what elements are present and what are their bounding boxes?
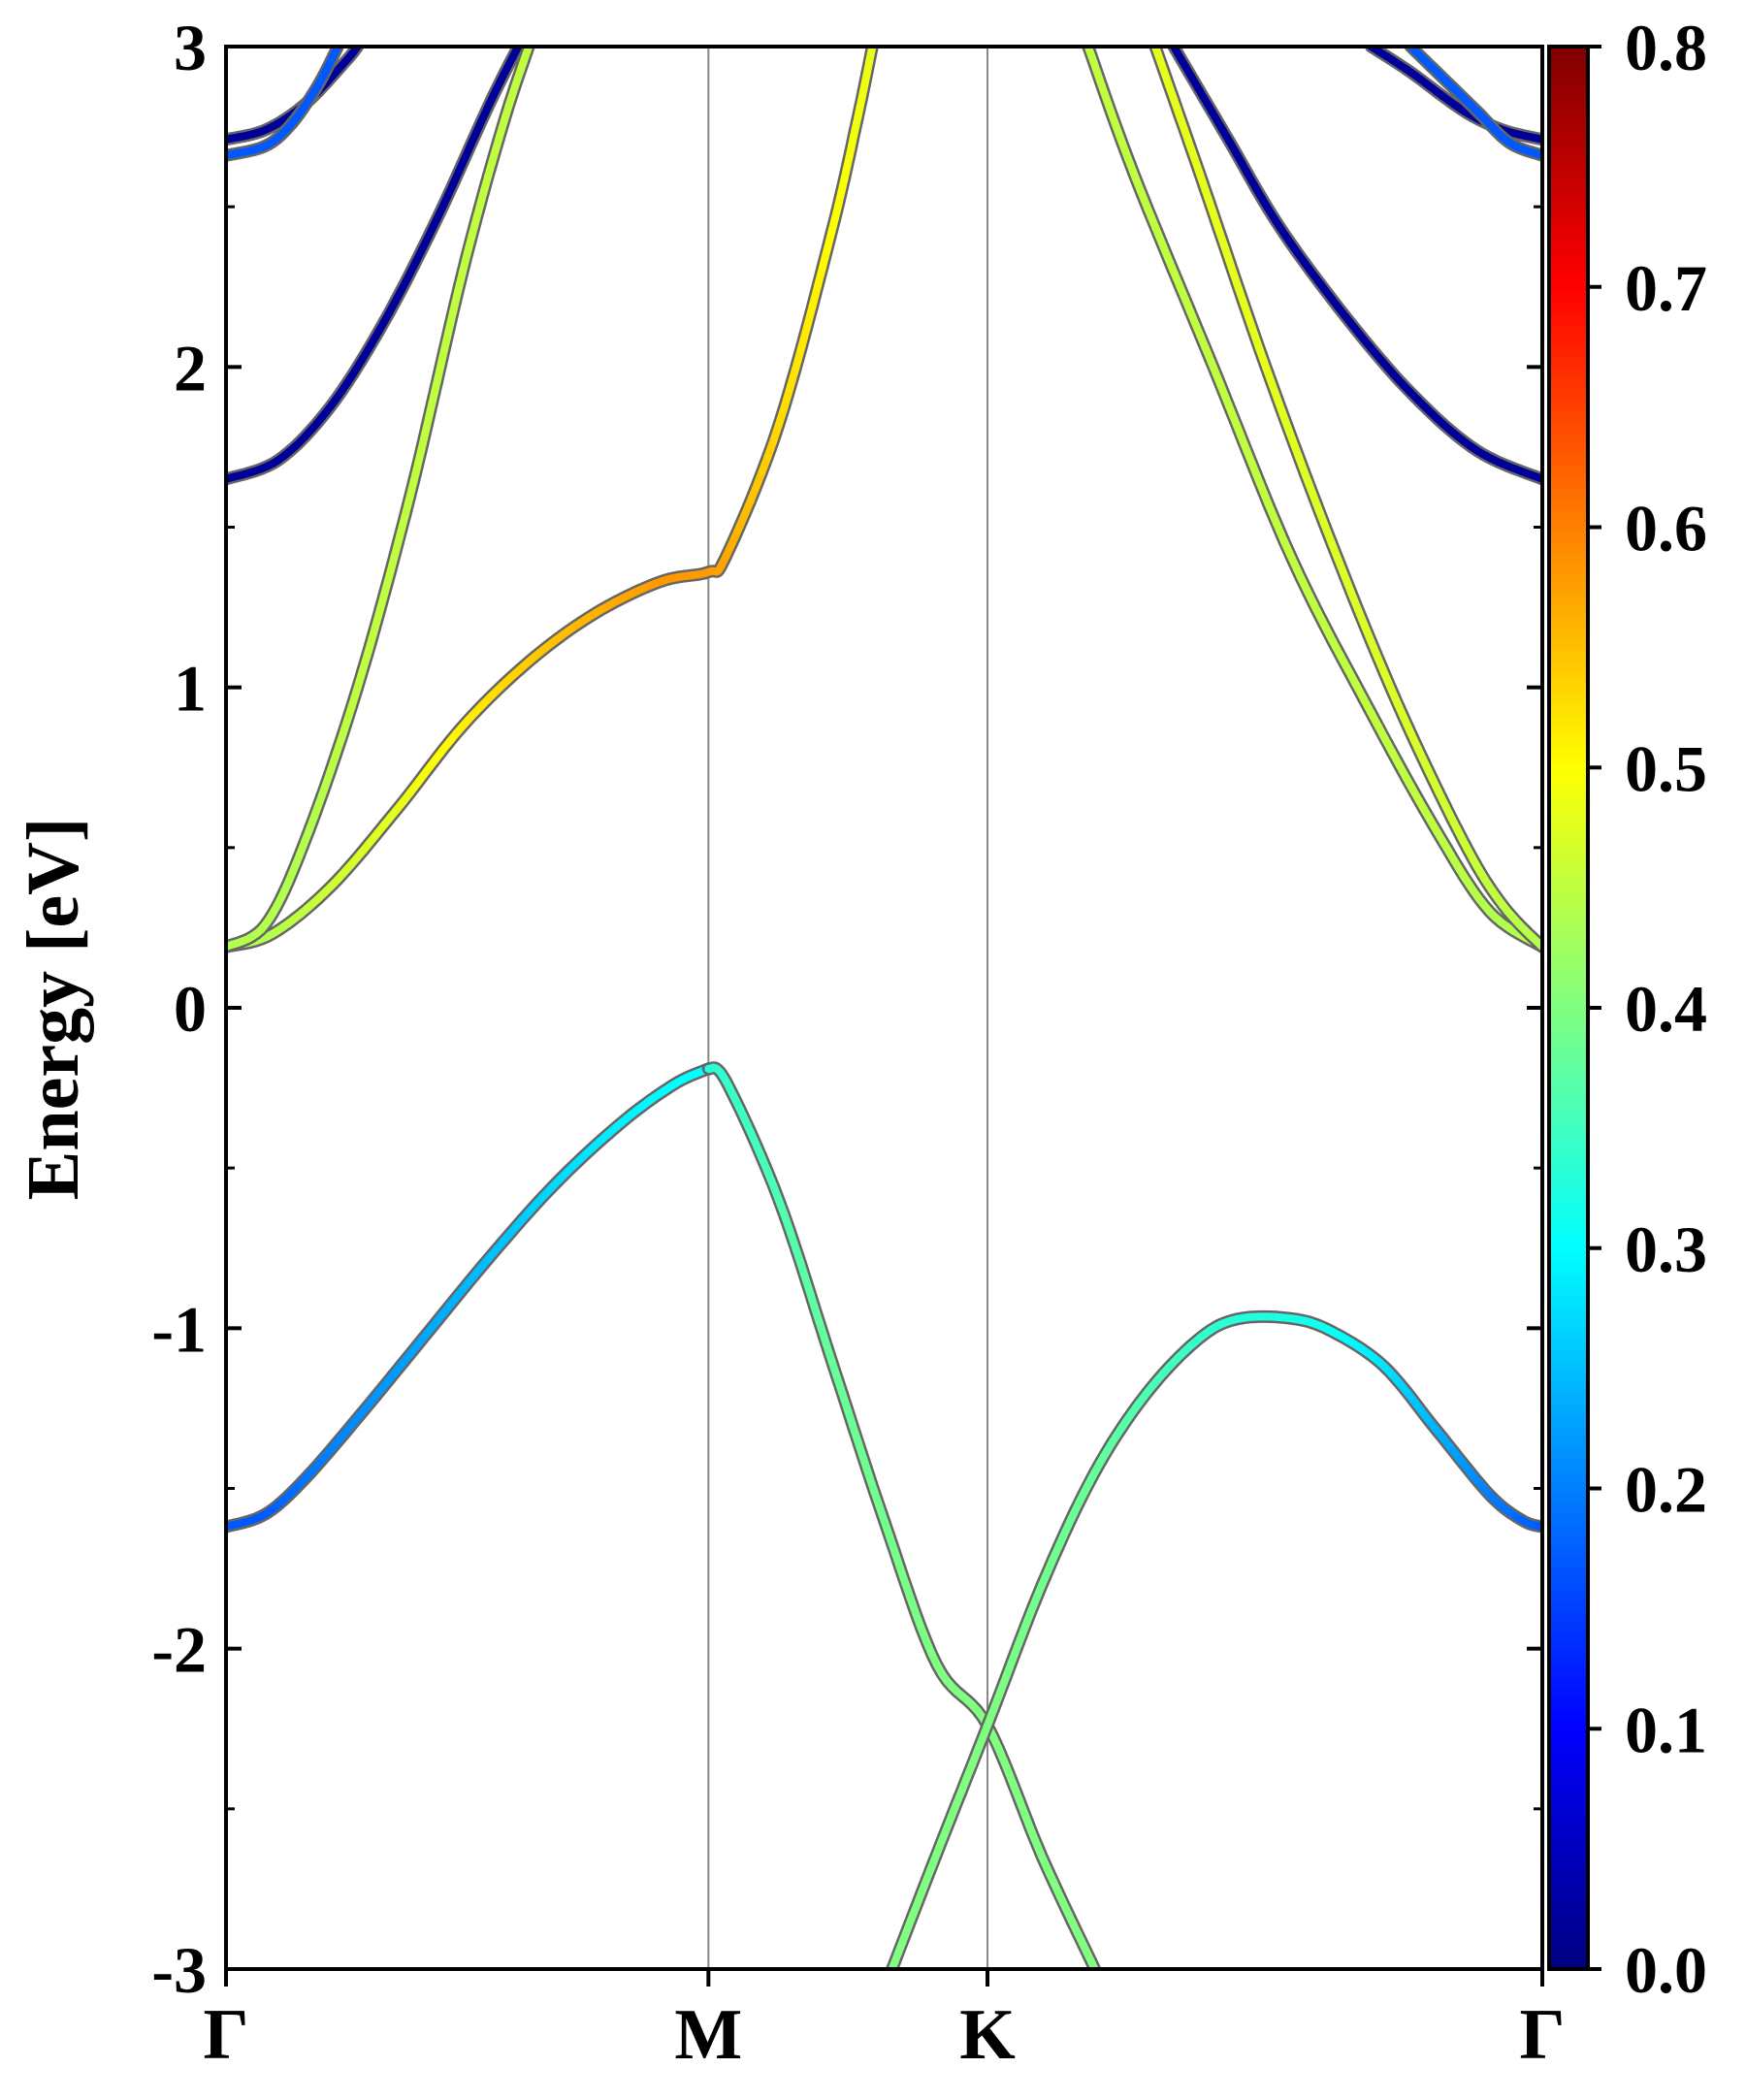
colorbar-tick-label: 0.6 [1625, 492, 1707, 565]
y-tick-label: -1 [151, 1292, 207, 1366]
y-tick-label: 1 [174, 652, 207, 726]
band-2-outline [892, 1316, 1542, 1969]
y-tick-label: 3 [174, 11, 207, 84]
band-6 [1155, 47, 1542, 947]
colorbar-tick-label: 0.7 [1625, 251, 1707, 325]
colorbar-tick-label: 0.5 [1625, 731, 1707, 805]
band-6-outline [1155, 47, 1542, 947]
plot-frame [226, 47, 1542, 1969]
colorbar-tick-label: 0.4 [1625, 972, 1707, 1046]
band-7-outline [226, 47, 518, 479]
x-tick-label-M: M [674, 1995, 742, 2075]
band-3-outline [226, 47, 872, 947]
x-tick-label-K: K [959, 1995, 1016, 2075]
colorbar-tick-label: 0.2 [1625, 1453, 1707, 1527]
colorbar-tick-label: 0.8 [1625, 11, 1707, 84]
band-0-outline [226, 1069, 708, 1527]
y-axis-label: Energy [eV] [13, 818, 94, 1201]
y-tick-label: -2 [151, 1613, 207, 1687]
band-4 [226, 47, 529, 947]
colorbar-tick-label: 0.3 [1625, 1212, 1707, 1286]
x-tick-label-Γ: Γ [1519, 1995, 1565, 2075]
x-tick-label-Γ: Γ [203, 1995, 248, 2075]
bands [226, 47, 1542, 1969]
y-tick-label: -3 [151, 1933, 207, 2007]
colorbar-tick-label: 0.1 [1625, 1693, 1707, 1766]
colorbar-tick-label: 0.0 [1625, 1933, 1707, 2007]
colorbar: 0.8 0.7 0.6 0.5 0.4 0.3 0.2 0.1 0.0 [1549, 11, 1707, 2007]
band-0 [226, 1069, 708, 1527]
band-2 [892, 1316, 1542, 1969]
y-tick-label: 0 [174, 972, 207, 1046]
band-7 [226, 47, 518, 479]
y-tick-label: 2 [174, 331, 207, 404]
colorbar-gradient [1549, 47, 1588, 1969]
band-1 [708, 1068, 1094, 1969]
band-1-outline [708, 1068, 1094, 1969]
band-3 [226, 47, 872, 947]
